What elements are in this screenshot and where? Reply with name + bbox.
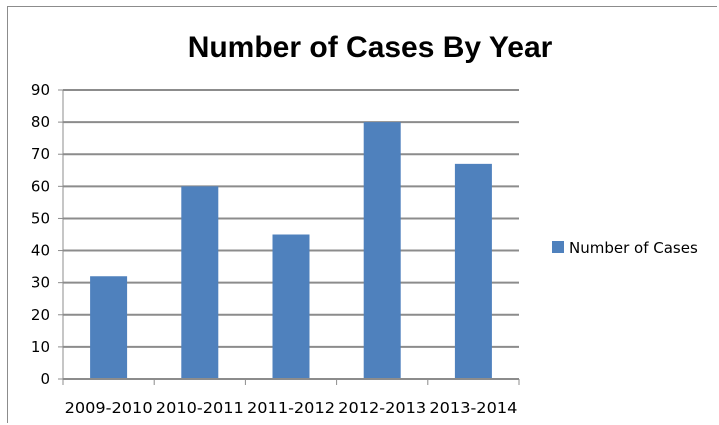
bar <box>272 234 310 379</box>
x-tick-label: 2009-2010 <box>65 399 153 417</box>
chart-title: Number of Cases By Year <box>188 31 553 64</box>
x-tick-label: 2012-2013 <box>338 399 426 417</box>
y-tick-label: 60 <box>31 177 50 195</box>
y-tick-label: 0 <box>40 370 50 388</box>
x-tick-label: 2013-2014 <box>429 399 517 417</box>
bar <box>454 163 492 379</box>
y-tick-label: 40 <box>31 242 50 260</box>
y-tick-label: 80 <box>31 113 50 131</box>
legend-label: Number of Cases <box>569 239 698 257</box>
axes <box>58 89 520 385</box>
y-tick-label: 10 <box>31 338 50 356</box>
legend-swatch <box>552 241 564 253</box>
bar <box>181 186 219 379</box>
bars <box>90 122 492 379</box>
bar <box>363 122 401 379</box>
y-tick-label: 20 <box>31 306 50 324</box>
y-tick-label: 70 <box>31 145 50 163</box>
y-axis-ticks: 0 10 20 30 40 50 60 70 80 90 <box>31 81 50 388</box>
y-tick-label: 50 <box>31 209 50 227</box>
x-tick-label: 2010-2011 <box>156 399 244 417</box>
bar <box>90 276 128 379</box>
y-tick-label: 90 <box>31 81 50 99</box>
x-axis-ticks: 2009-2010 2010-2011 2011-2012 2012-2013 2013… <box>65 399 518 417</box>
legend: Number of Cases <box>552 239 698 257</box>
y-tick-label: 30 <box>31 274 50 292</box>
x-tick-label: 2011-2012 <box>247 399 335 417</box>
